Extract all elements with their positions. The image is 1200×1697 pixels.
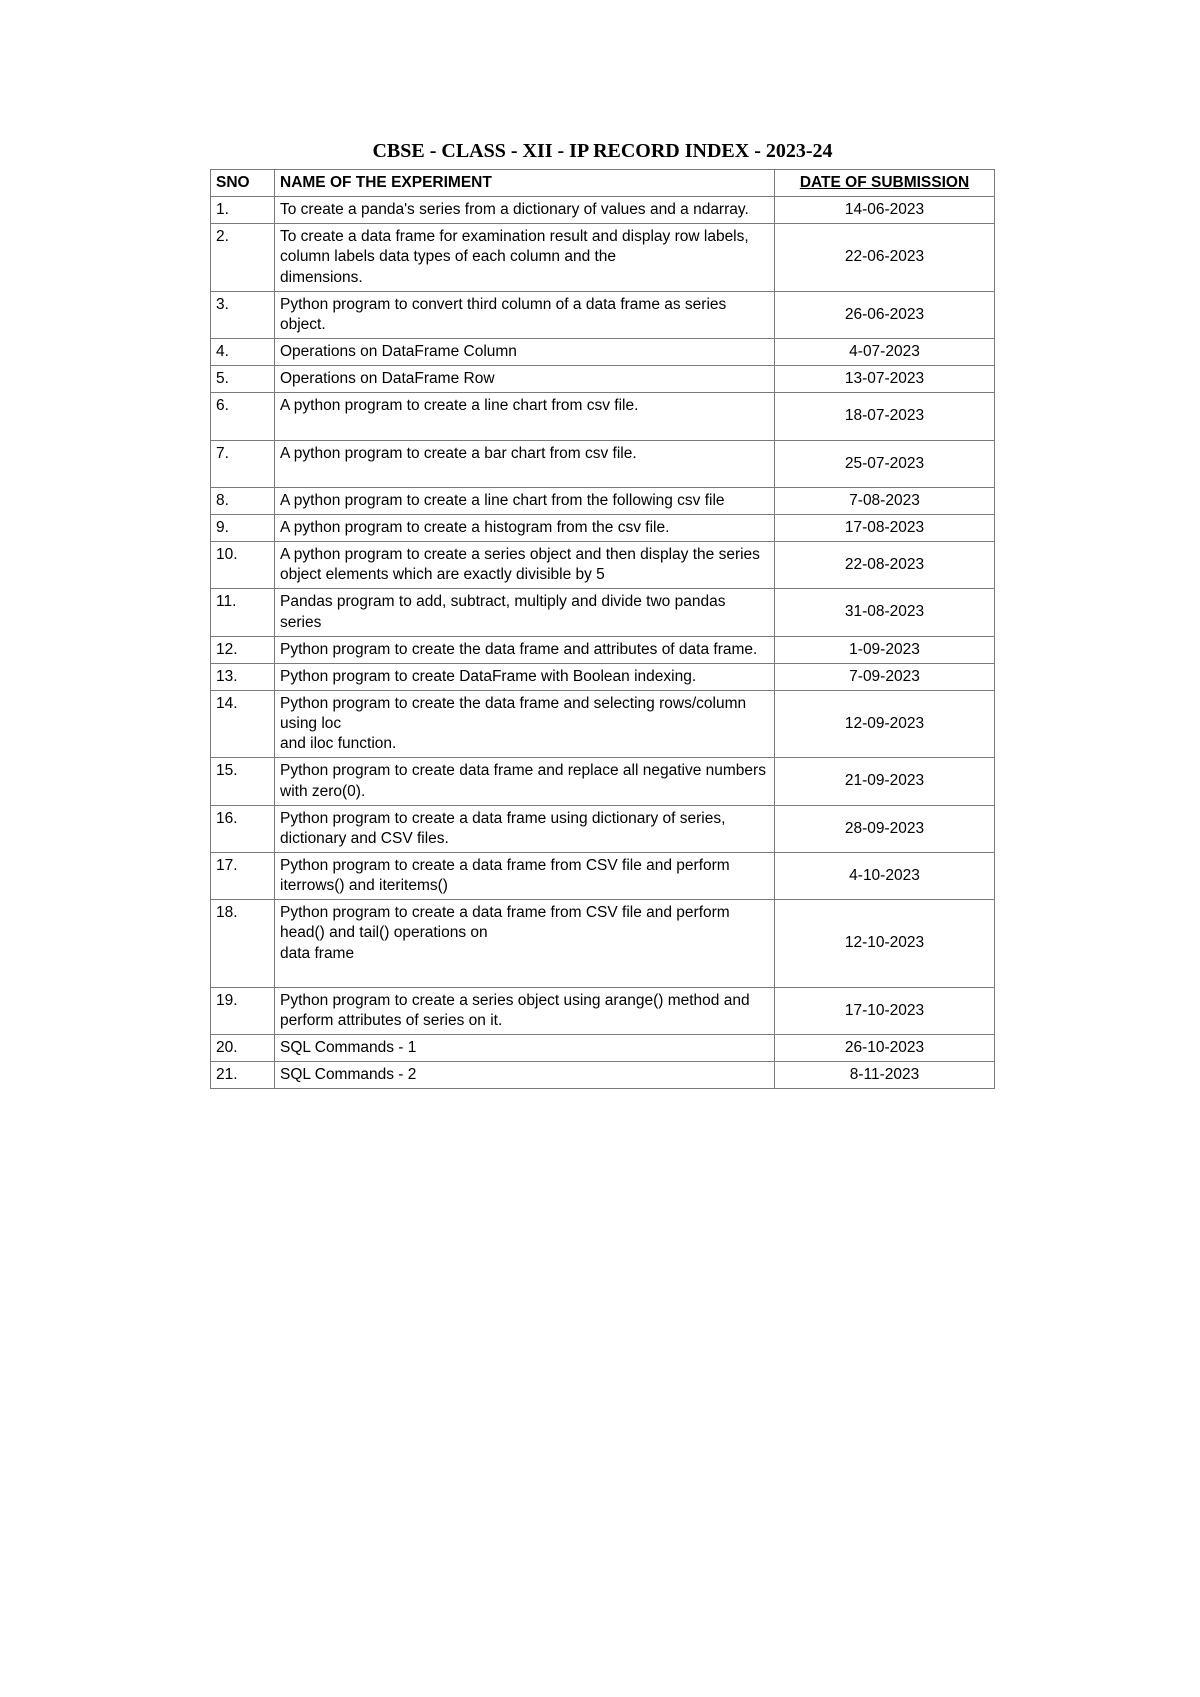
col-header-date: DATE OF SUBMISSION [775, 170, 995, 197]
cell-date: 22-06-2023 [775, 224, 995, 291]
table-row: 18.Python program to create a data frame… [211, 900, 995, 988]
cell-date: 17-08-2023 [775, 514, 995, 541]
cell-sno: 17. [211, 852, 275, 899]
cell-date: 7-08-2023 [775, 487, 995, 514]
cell-experiment-name: A python program to create a histogram f… [275, 514, 775, 541]
cell-experiment-name: Python program to create data frame and … [275, 758, 775, 805]
cell-date: 7-09-2023 [775, 663, 995, 690]
cell-sno: 2. [211, 224, 275, 291]
cell-date: 4-10-2023 [775, 852, 995, 899]
table-row: 3.Python program to convert third column… [211, 291, 995, 338]
cell-experiment-name: Python program to create a data frame fr… [275, 900, 775, 988]
table-row: 16.Python program to create a data frame… [211, 805, 995, 852]
cell-experiment-name: Python program to convert third column o… [275, 291, 775, 338]
cell-date: 22-08-2023 [775, 542, 995, 589]
cell-date: 17-10-2023 [775, 987, 995, 1034]
table-row: 6.A python program to create a line char… [211, 393, 995, 440]
cell-sno: 11. [211, 589, 275, 636]
cell-experiment-name: Python program to create a data frame fr… [275, 852, 775, 899]
cell-sno: 19. [211, 987, 275, 1034]
cell-date: 26-10-2023 [775, 1035, 995, 1062]
cell-experiment-name: Python program to create the data frame … [275, 636, 775, 663]
table-header-row: SNO NAME OF THE EXPERIMENT DATE OF SUBMI… [211, 170, 995, 197]
table-row: 13.Python program to create DataFrame wi… [211, 663, 995, 690]
cell-sno: 12. [211, 636, 275, 663]
cell-sno: 13. [211, 663, 275, 690]
table-row: 14.Python program to create the data fra… [211, 690, 995, 757]
cell-experiment-name: Python program to create DataFrame with … [275, 663, 775, 690]
cell-experiment-name: Pandas program to add, subtract, multipl… [275, 589, 775, 636]
cell-experiment-name: To create a data frame for examination r… [275, 224, 775, 291]
table-body: 1.To create a panda's series from a dict… [211, 197, 995, 1089]
cell-date: 1-09-2023 [775, 636, 995, 663]
table-row: 15.Python program to create data frame a… [211, 758, 995, 805]
cell-experiment-name: A python program to create a series obje… [275, 542, 775, 589]
cell-date: 31-08-2023 [775, 589, 995, 636]
cell-date: 12-09-2023 [775, 690, 995, 757]
table-row: 20.SQL Commands - 126-10-2023 [211, 1035, 995, 1062]
cell-sno: 8. [211, 487, 275, 514]
cell-experiment-name: Operations on DataFrame Row [275, 366, 775, 393]
cell-experiment-name: Python program to create the data frame … [275, 690, 775, 757]
col-header-sno: SNO [211, 170, 275, 197]
table-row: 12.Python program to create the data fra… [211, 636, 995, 663]
cell-date: 14-06-2023 [775, 197, 995, 224]
cell-sno: 10. [211, 542, 275, 589]
table-row: 1.To create a panda's series from a dict… [211, 197, 995, 224]
cell-sno: 6. [211, 393, 275, 440]
cell-experiment-name: A python program to create a bar chart f… [275, 440, 775, 487]
cell-experiment-name: To create a panda's series from a dictio… [275, 197, 775, 224]
page-title: CBSE - CLASS - XII - IP RECORD INDEX - 2… [100, 140, 1105, 163]
cell-experiment-name: A python program to create a line chart … [275, 393, 775, 440]
experiment-index-table: SNO NAME OF THE EXPERIMENT DATE OF SUBMI… [210, 169, 995, 1089]
table-row: 2.To create a data frame for examination… [211, 224, 995, 291]
col-header-name: NAME OF THE EXPERIMENT [275, 170, 775, 197]
cell-sno: 16. [211, 805, 275, 852]
table-row: 11.Pandas program to add, subtract, mult… [211, 589, 995, 636]
cell-date: 25-07-2023 [775, 440, 995, 487]
cell-sno: 15. [211, 758, 275, 805]
table-row: 8.A python program to create a line char… [211, 487, 995, 514]
cell-experiment-name: Operations on DataFrame Column [275, 338, 775, 365]
cell-date: 28-09-2023 [775, 805, 995, 852]
cell-date: 21-09-2023 [775, 758, 995, 805]
table-row: 19.Python program to create a series obj… [211, 987, 995, 1034]
table-row: 7.A python program to create a bar chart… [211, 440, 995, 487]
cell-date: 26-06-2023 [775, 291, 995, 338]
cell-sno: 1. [211, 197, 275, 224]
table-row: 10.A python program to create a series o… [211, 542, 995, 589]
table-row: 9.A python program to create a histogram… [211, 514, 995, 541]
cell-date: 12-10-2023 [775, 900, 995, 988]
cell-sno: 9. [211, 514, 275, 541]
cell-sno: 3. [211, 291, 275, 338]
cell-date: 8-11-2023 [775, 1062, 995, 1089]
cell-sno: 7. [211, 440, 275, 487]
cell-experiment-name: SQL Commands - 2 [275, 1062, 775, 1089]
table-row: 5.Operations on DataFrame Row13-07-2023 [211, 366, 995, 393]
table-row: 21.SQL Commands - 28-11-2023 [211, 1062, 995, 1089]
cell-date: 18-07-2023 [775, 393, 995, 440]
cell-sno: 18. [211, 900, 275, 988]
cell-sno: 5. [211, 366, 275, 393]
cell-experiment-name: Python program to create a data frame us… [275, 805, 775, 852]
cell-experiment-name: A python program to create a line chart … [275, 487, 775, 514]
cell-sno: 20. [211, 1035, 275, 1062]
cell-date: 4-07-2023 [775, 338, 995, 365]
cell-experiment-name: SQL Commands - 1 [275, 1035, 775, 1062]
table-row: 17.Python program to create a data frame… [211, 852, 995, 899]
cell-sno: 4. [211, 338, 275, 365]
cell-sno: 14. [211, 690, 275, 757]
table-row: 4.Operations on DataFrame Column4-07-202… [211, 338, 995, 365]
cell-date: 13-07-2023 [775, 366, 995, 393]
document-page: CBSE - CLASS - XII - IP RECORD INDEX - 2… [0, 0, 1200, 1289]
cell-sno: 21. [211, 1062, 275, 1089]
cell-experiment-name: Python program to create a series object… [275, 987, 775, 1034]
